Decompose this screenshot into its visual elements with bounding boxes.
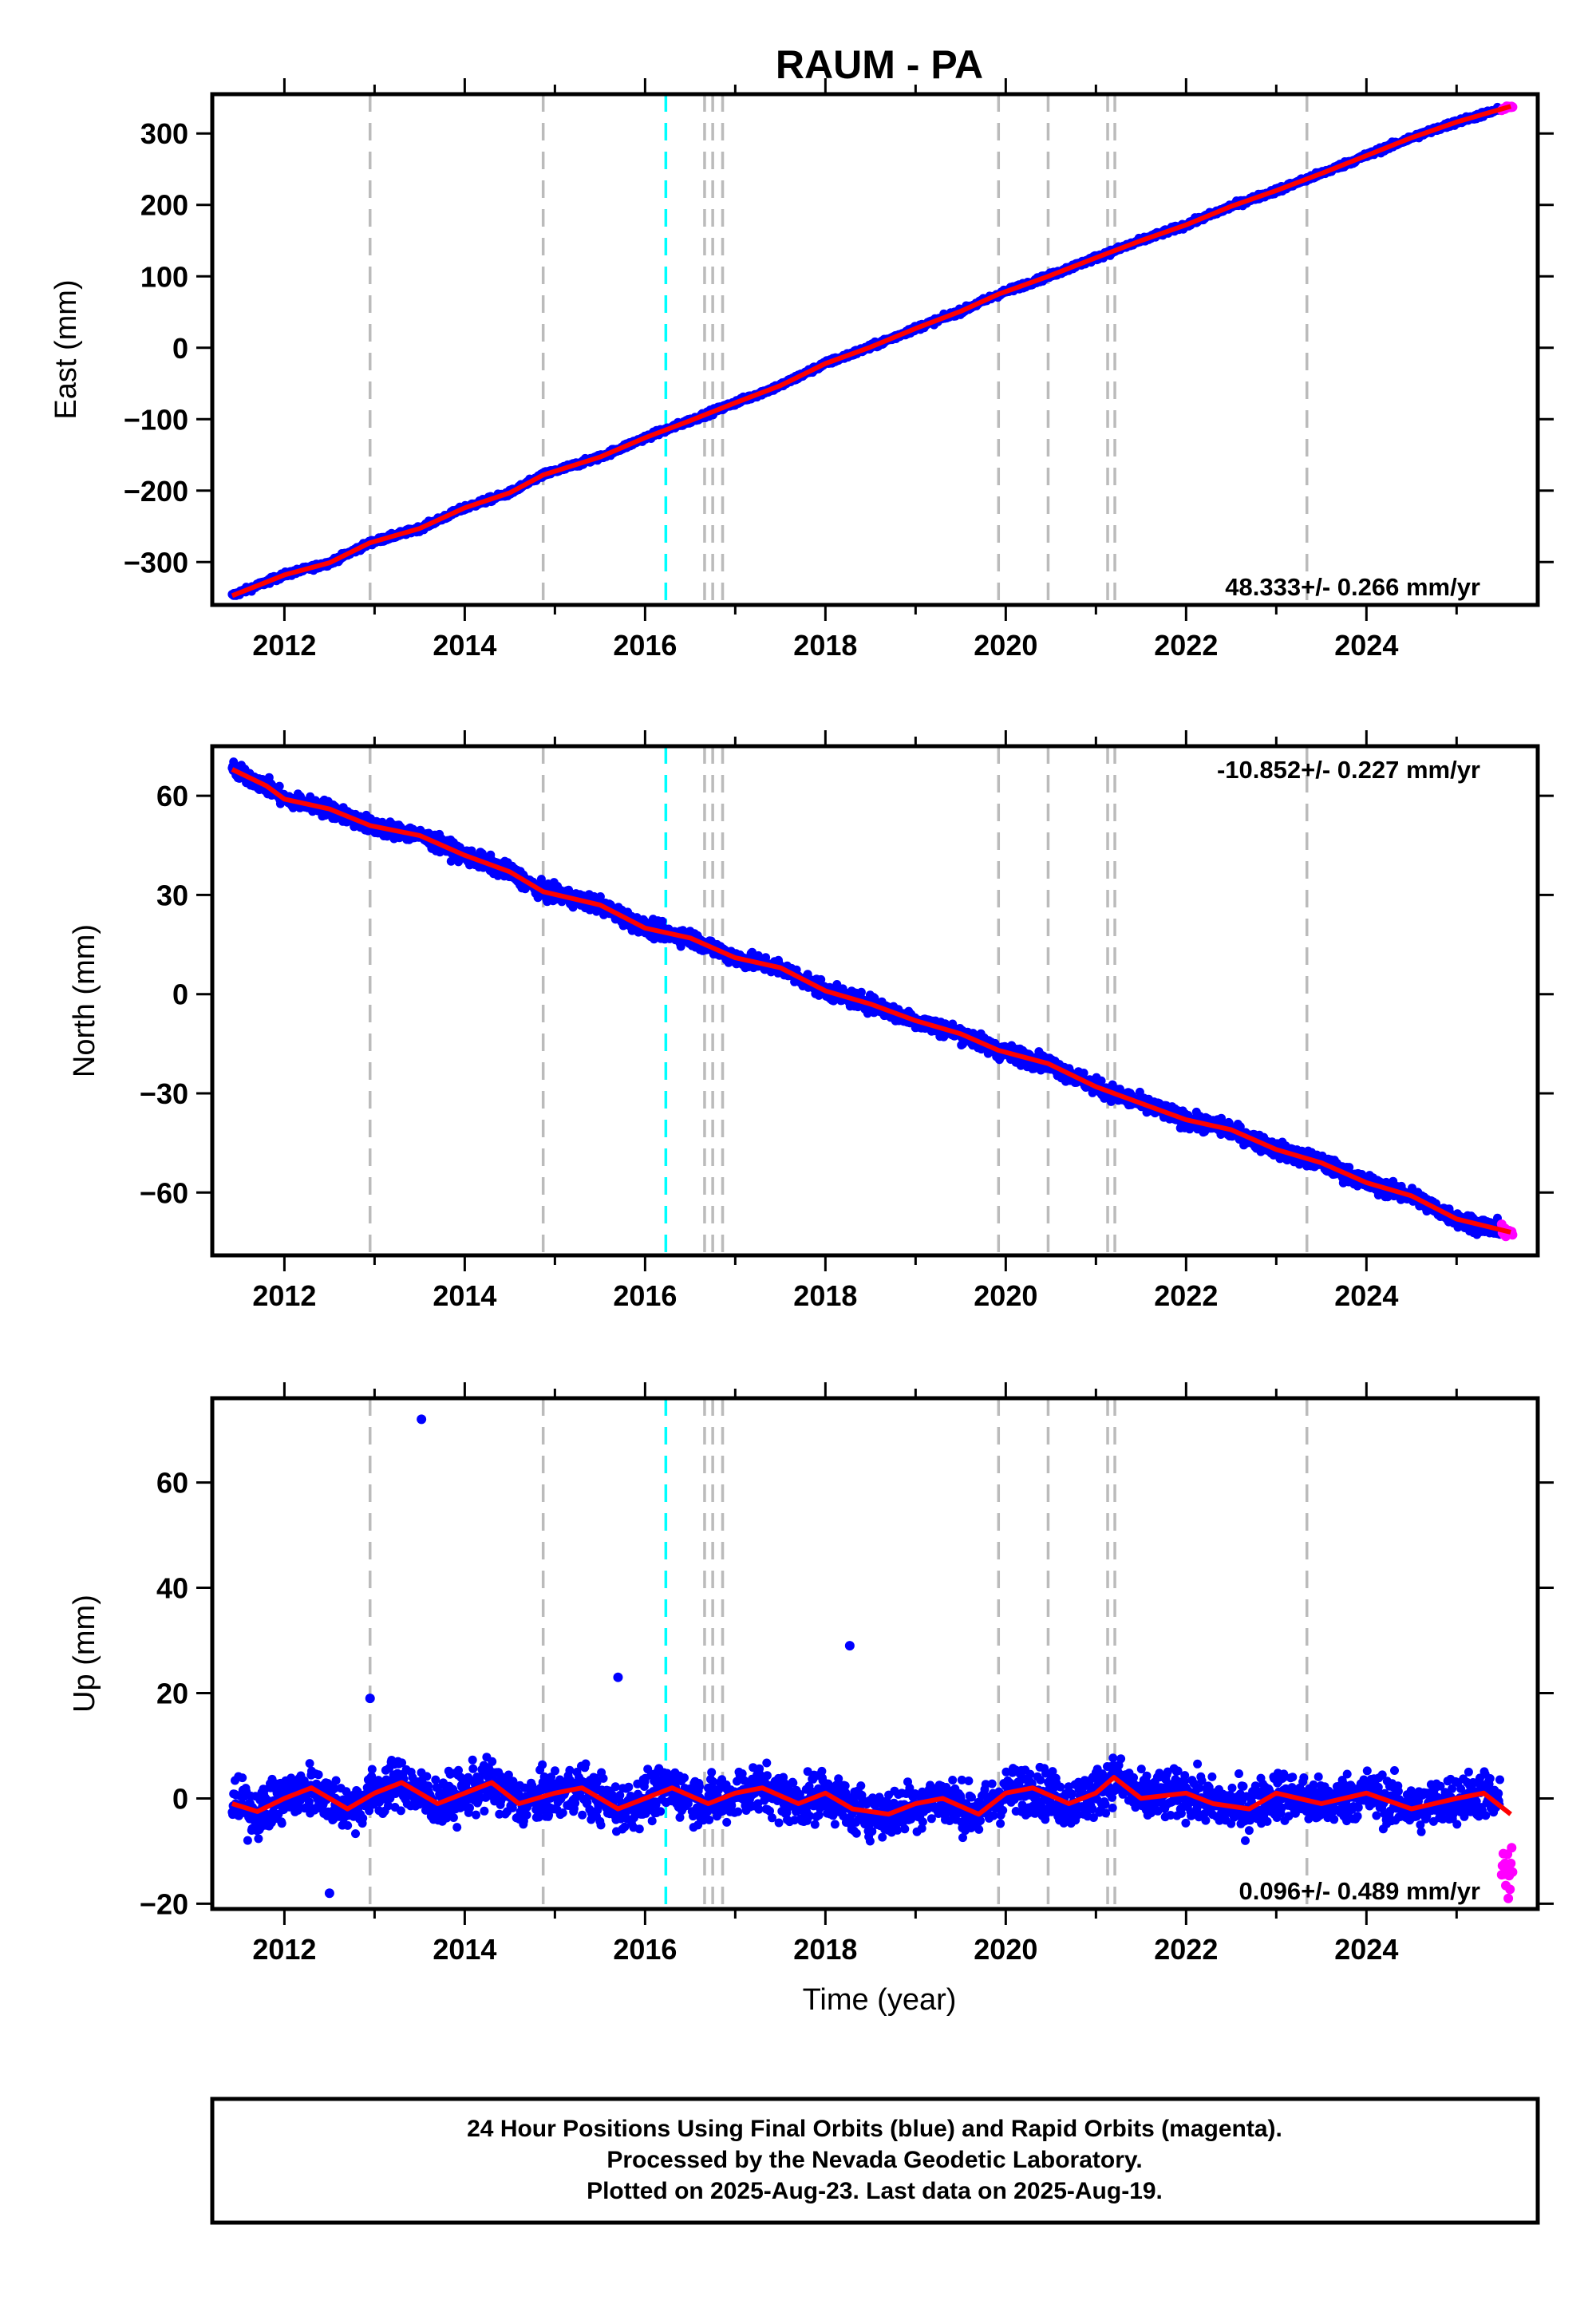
y-tick-label: 300 — [140, 117, 188, 150]
north-panel: 2012 2014 2016 2018 2020 2022 202460300−30−60N… — [68, 730, 1554, 1312]
x-tick-label: 2020 — [974, 629, 1037, 662]
data-point — [856, 987, 866, 997]
y-ticks: 300 200 100 0 −100 −200 −300 — [124, 117, 1554, 579]
x-tick-label: 2012 — [252, 629, 316, 662]
y-tick-label: 100 — [140, 260, 188, 293]
final-orbit-points — [227, 757, 1504, 1239]
data-point — [1079, 1069, 1088, 1077]
x-tick-label: 2016 — [613, 629, 677, 662]
plot-frame — [210, 92, 1540, 607]
y-tick-label: −300 — [124, 546, 188, 579]
y-tick-label: 0 — [172, 332, 188, 365]
x-ticks: 2012 2014 2016 2018 2020 2022 2024 — [252, 78, 1458, 662]
model-line — [231, 104, 1511, 599]
data-point — [275, 781, 284, 791]
plot-area — [227, 94, 1518, 605]
y-axis-label: East (mm) — [49, 279, 83, 419]
y-tick-label: −200 — [124, 475, 188, 508]
x-tick-label: 2014 — [433, 629, 496, 662]
x-tick-label: 2018 — [793, 629, 857, 662]
y-tick-label: −100 — [124, 403, 188, 436]
data-point — [536, 875, 546, 884]
y-tick-label: 200 — [140, 189, 188, 222]
east-panel: 2012 2014 2016 2018 2020 2022 2024 300 200 100 0 −1… — [49, 78, 1554, 662]
chart-title: RAUM - PA — [776, 42, 983, 87]
x-tick-label: 2024 — [1334, 629, 1398, 662]
data-point — [1096, 1076, 1106, 1085]
x-tick-label: 2022 — [1154, 629, 1218, 662]
plot-area — [227, 746, 1518, 1255]
rate-label: 48.333+/- 0.266 mm/yr — [1225, 573, 1480, 601]
